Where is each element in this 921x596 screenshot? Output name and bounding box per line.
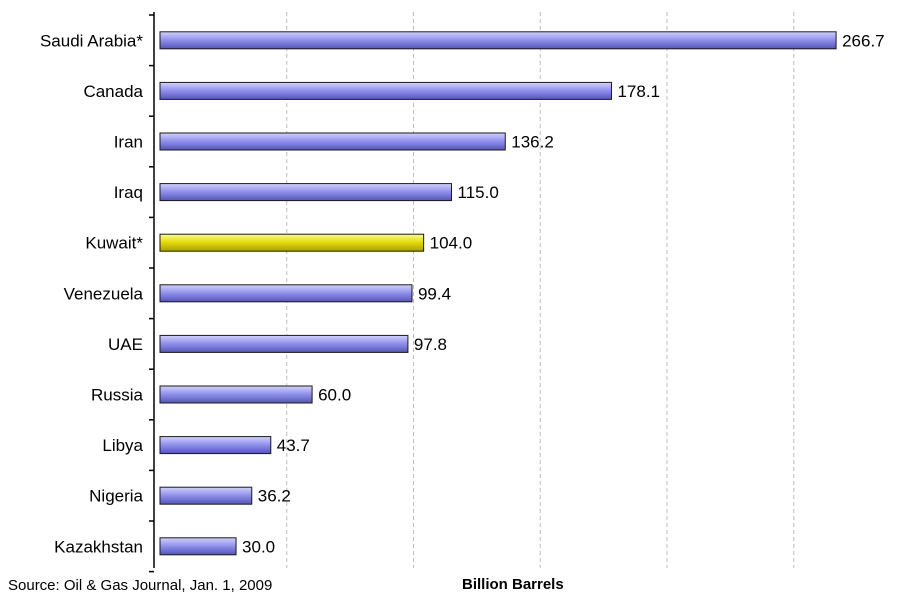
bar <box>159 233 425 252</box>
data-label: 266.7 <box>842 31 885 50</box>
category-label: Libya <box>102 436 143 455</box>
bar <box>159 436 272 455</box>
source-note: Source: Oil & Gas Journal, Jan. 1, 2009 <box>8 577 273 594</box>
y-axis-ticks <box>149 14 154 573</box>
category-label: Nigeria <box>89 487 143 506</box>
bar <box>159 132 506 151</box>
labels: Saudi Arabia* 266.7 Canada 178.1 Iran 136.2 Ir… <box>40 31 885 556</box>
bar <box>159 81 612 100</box>
bar <box>159 537 237 556</box>
category-label: Kazakhstan <box>54 537 143 556</box>
bar <box>159 183 453 202</box>
x-axis-title: Billion Barrels <box>462 576 564 593</box>
category-label: Kuwait* <box>85 234 143 253</box>
data-label: 36.2 <box>258 487 291 506</box>
category-label: UAE <box>108 335 143 354</box>
category-label: Russia <box>91 386 144 405</box>
bar <box>159 334 409 353</box>
bar <box>159 31 837 50</box>
data-label: 30.0 <box>242 537 275 556</box>
bar <box>159 284 413 303</box>
category-label: Iraq <box>114 183 143 202</box>
data-label: 136.2 <box>511 133 554 152</box>
data-label: 97.8 <box>414 335 447 354</box>
category-label: Canada <box>83 82 143 101</box>
data-label: 104.0 <box>430 234 473 253</box>
bar <box>159 486 253 505</box>
category-label: Saudi Arabia* <box>40 31 143 50</box>
data-label: 115.0 <box>458 183 499 202</box>
data-label: 99.4 <box>418 284 451 303</box>
data-label: 60.0 <box>318 386 351 405</box>
category-label: Iran <box>114 133 143 152</box>
category-label: Venezuela <box>64 284 144 303</box>
data-label: 178.1 <box>617 82 660 101</box>
bars <box>159 31 837 556</box>
bar <box>159 385 313 404</box>
data-label: 43.7 <box>277 436 310 455</box>
gridlines <box>286 12 795 568</box>
